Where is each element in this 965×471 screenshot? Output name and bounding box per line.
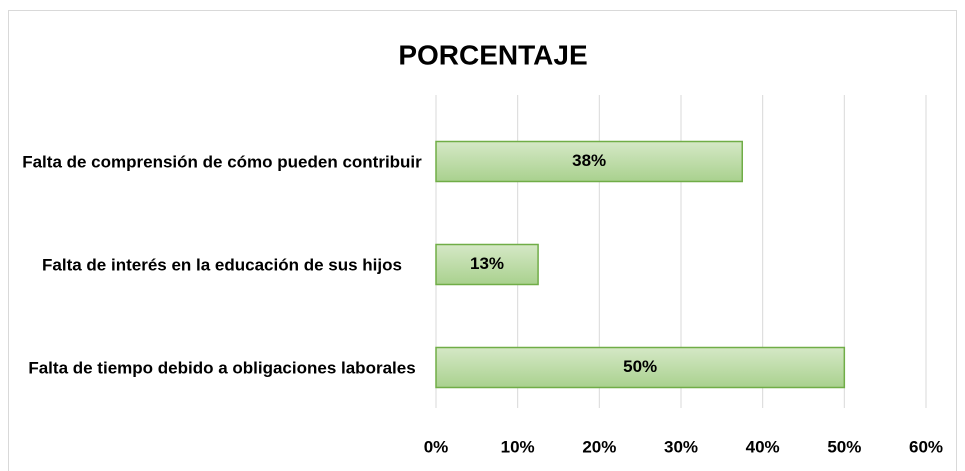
data-label: 50%	[623, 357, 657, 376]
bar	[435, 346, 846, 389]
y-tick-label: Falta de interés en la educación de sus …	[42, 255, 402, 274]
y-tick-label: Falta de tiempo debido a obligaciones la…	[28, 358, 416, 377]
bar	[435, 243, 539, 286]
chart-border	[8, 10, 957, 471]
x-tick-label: 60%	[909, 437, 943, 456]
x-tick-label: 30%	[664, 437, 698, 456]
chart-title: PORCENTAJE	[398, 39, 587, 70]
x-tick-label: 0%	[424, 437, 449, 456]
x-tick-label: 50%	[827, 437, 861, 456]
x-tick-label: 40%	[746, 437, 780, 456]
data-label: 38%	[572, 151, 606, 170]
x-tick-label: 20%	[582, 437, 616, 456]
data-label: 13%	[470, 254, 504, 273]
x-tick-label: 10%	[501, 437, 535, 456]
y-tick-label: Falta de comprensión de cómo pueden cont…	[22, 152, 422, 171]
bar	[435, 140, 743, 183]
